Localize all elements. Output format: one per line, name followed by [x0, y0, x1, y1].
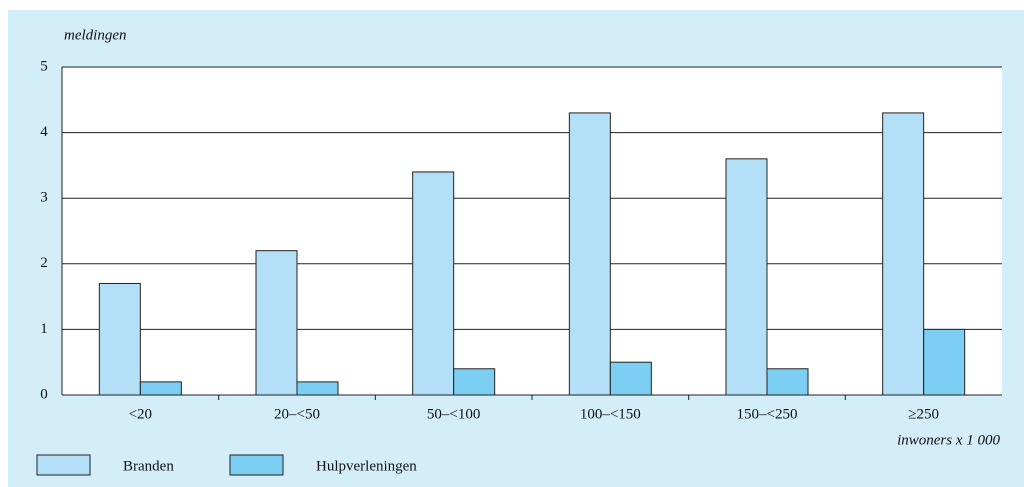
y-tick-label: 0 [40, 386, 48, 402]
y-tick-label: 5 [40, 58, 48, 74]
y-tick-label: 1 [40, 321, 48, 337]
bar [453, 368, 496, 396]
x-tick-label: 50–<100 [427, 406, 480, 422]
bar [139, 381, 182, 396]
bar [609, 361, 652, 396]
x-tick-label: 20–<50 [274, 406, 320, 422]
y-tick-label: 4 [40, 124, 48, 140]
legend-label: Branden [123, 458, 174, 474]
y-tick-label: 2 [40, 255, 48, 271]
bar [923, 328, 966, 396]
bar [725, 158, 768, 396]
legend-label: Hulpverleningen [316, 458, 417, 474]
bar [296, 381, 339, 396]
x-tick-label: 150–<250 [737, 406, 798, 422]
bar [766, 368, 809, 396]
x-tick-label: 100–<150 [580, 406, 641, 422]
y-tick-label: 3 [40, 190, 48, 206]
x-axis-label: inwoners x 1 000 [897, 432, 1000, 448]
x-tick-label: ≥250 [908, 406, 939, 422]
y-axis-label: meldingen [64, 27, 126, 43]
bar [412, 171, 455, 396]
bar [255, 250, 298, 396]
bar [882, 112, 925, 396]
x-tick-label: <20 [129, 406, 152, 422]
bar [98, 282, 141, 396]
bar [568, 112, 611, 396]
legend-swatch [229, 454, 284, 476]
legend-swatch [36, 454, 91, 476]
plot-area [62, 67, 1002, 395]
